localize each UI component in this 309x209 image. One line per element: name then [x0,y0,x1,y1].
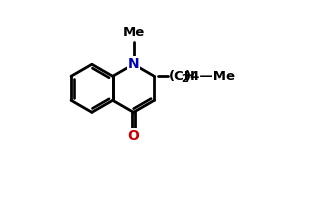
Text: O: O [128,129,139,143]
Text: 2: 2 [181,74,188,84]
Text: N: N [128,57,139,71]
Text: (CH: (CH [169,70,196,83]
Text: Me: Me [122,26,145,39]
Text: )4—Me: )4—Me [185,70,236,83]
